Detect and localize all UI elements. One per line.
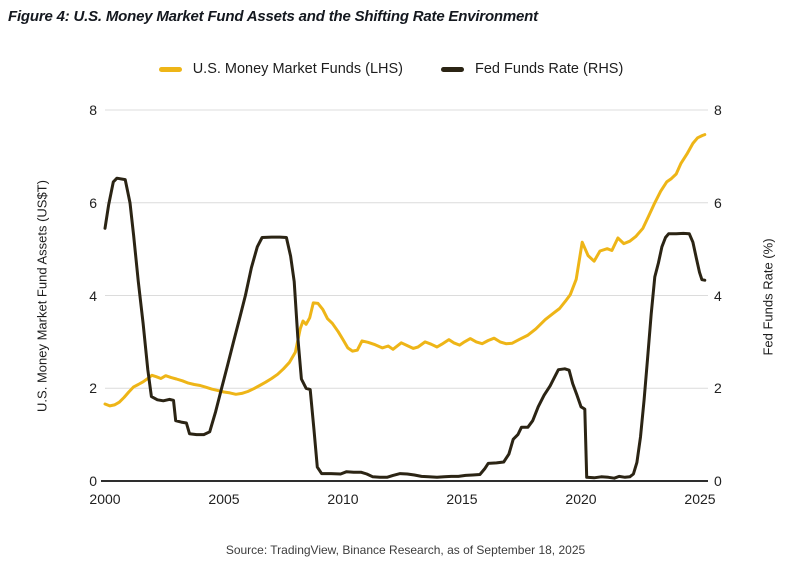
legend-item-fed-funds: Fed Funds Rate (RHS) bbox=[441, 61, 623, 77]
fed-funds-legend-swatch-icon bbox=[441, 66, 465, 72]
y-axis-right-tick-4: 4 bbox=[714, 287, 722, 304]
x-axis-tick-2005: 2005 bbox=[208, 491, 240, 507]
legend-item-mmf: U.S. Money Market Funds (LHS) bbox=[158, 61, 404, 77]
y-axis-right-tick-6: 6 bbox=[714, 194, 722, 211]
source-attribution: Source: TradingView, Binance Research, a… bbox=[225, 543, 586, 557]
fed-funds-line-series bbox=[103, 176, 707, 480]
y-axis-right-tick-2: 2 bbox=[714, 380, 722, 397]
y-axis-left-tick-2: 2 bbox=[89, 380, 97, 397]
x-axis-tick-2020: 2020 bbox=[565, 491, 597, 507]
mmf-legend-swatch-icon bbox=[158, 66, 182, 72]
x-axis-tick-2025: 2025 bbox=[684, 491, 716, 507]
fed-funds-legend-label: Fed Funds Rate (RHS) bbox=[475, 61, 624, 77]
figure-title: Figure 4: U.S. Money Market Fund Assets … bbox=[8, 8, 538, 25]
mmf-line-series bbox=[103, 133, 707, 408]
y-axis-left-tick-8: 8 bbox=[89, 102, 97, 118]
y-axis-right-tick-0: 0 bbox=[714, 473, 722, 489]
chart-legend: U.S. Money Market Funds (LHS) Fed Funds … bbox=[0, 61, 782, 77]
left-axis-title: U.S. Money Market Fund Assets (US$T) bbox=[34, 180, 50, 412]
x-axis-tick-2015: 2015 bbox=[446, 491, 478, 507]
x-axis-tick-2000: 2000 bbox=[89, 491, 121, 507]
mmf-legend-label: U.S. Money Market Funds (LHS) bbox=[192, 61, 404, 77]
right-axis-title: Fed Funds Rate (%) bbox=[760, 238, 776, 356]
y-axis-left-tick-4: 4 bbox=[89, 287, 97, 304]
x-axis-tick-2010: 2010 bbox=[327, 491, 359, 507]
y-axis-right-tick-8: 8 bbox=[714, 102, 722, 118]
y-axis-left-tick-0: 0 bbox=[89, 473, 97, 489]
y-axis-left-tick-6: 6 bbox=[89, 194, 97, 211]
